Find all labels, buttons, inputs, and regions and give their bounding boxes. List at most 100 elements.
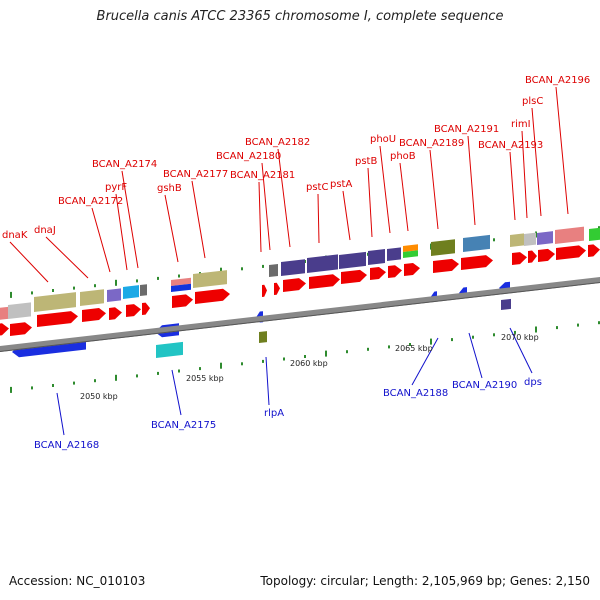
cog-color-box	[80, 289, 104, 306]
ruler-tick	[115, 279, 117, 286]
gene-label-bcan-a2182: BCAN_A2182	[245, 137, 310, 148]
gene-label-bcan-a2190: BCAN_A2190	[452, 380, 517, 391]
cog-color-box	[537, 231, 553, 245]
ruler-tick	[598, 226, 600, 230]
ruler-tick	[73, 381, 75, 385]
forward-gene-arrow	[309, 274, 340, 289]
forward-label-leader	[115, 193, 128, 271]
ruler-tick	[367, 347, 369, 351]
forward-label-leader	[367, 167, 373, 238]
ruler-tick	[220, 362, 222, 369]
forward-gene-arrow	[37, 311, 78, 327]
forward-gene-arrow	[109, 307, 122, 320]
gene-label-pstB: pstB	[355, 156, 377, 167]
ruler-tick	[115, 374, 117, 381]
forward-label-leader	[467, 135, 476, 226]
reverse-label-leader	[56, 392, 65, 436]
ruler-tick	[94, 284, 96, 288]
ruler-tick	[136, 374, 138, 378]
ruler-tick	[577, 323, 579, 327]
forward-gene-arrow	[538, 248, 555, 262]
ruler-tick	[178, 369, 180, 373]
ruler-tick	[199, 367, 201, 371]
forward-gene-arrow	[512, 252, 527, 265]
cog-color-box	[171, 277, 191, 286]
forward-label-leader	[91, 207, 111, 273]
gene-label-bcan-a2188: BCAN_A2188	[383, 388, 448, 399]
ruler-tick	[136, 279, 138, 283]
cog-color-box	[8, 302, 31, 319]
ruler-tick	[325, 350, 327, 357]
sequence-backbone	[0, 277, 600, 352]
ruler-tick	[388, 345, 390, 349]
ruler-tick	[451, 338, 453, 342]
cog-color-box	[501, 298, 511, 310]
forward-gene-arrow	[142, 302, 150, 315]
accession-text: Accession: NC_010103	[9, 574, 146, 588]
forward-label-leader	[399, 162, 409, 232]
forward-gene-arrow	[388, 265, 402, 278]
gene-label-pstC: pstC	[306, 182, 328, 193]
gene-label-rimI: rimI	[511, 119, 531, 130]
ruler-tick	[283, 357, 285, 361]
ruler-tick	[157, 371, 159, 375]
ruler-label-2050: 2050 kbp	[80, 392, 118, 401]
ruler-tick	[556, 326, 558, 330]
ruler-tick	[31, 291, 33, 295]
gene-label-pyrF: pyrF	[105, 182, 127, 193]
cog-color-box	[463, 234, 490, 252]
gene-label-phoU: phoU	[370, 134, 396, 145]
cog-color-box	[0, 306, 8, 320]
forward-gene-arrow	[262, 284, 267, 297]
gene-label-rlpA: rlpA	[264, 408, 284, 419]
forward-label-leader	[261, 162, 271, 251]
gene-label-bcan-a2180: BCAN_A2180	[216, 151, 281, 162]
forward-gene-arrow	[588, 244, 600, 257]
gene-label-bcan-a2191: BCAN_A2191	[434, 124, 499, 135]
forward-gene-arrow	[341, 269, 367, 284]
gene-label-bcan-a2196: BCAN_A2196	[525, 75, 590, 86]
cog-color-box	[403, 250, 418, 258]
gene-label-bcan-a2189: BCAN_A2189	[399, 138, 464, 149]
ruler-tick	[430, 338, 432, 345]
ruler-tick	[472, 335, 474, 339]
forward-gene-arrow	[126, 304, 141, 317]
cog-color-box	[339, 251, 366, 269]
ruler-tick	[262, 264, 264, 268]
ruler-tick	[52, 384, 54, 387]
cog-color-box	[259, 331, 267, 343]
forward-label-leader	[429, 149, 439, 230]
ruler-tick	[493, 238, 495, 242]
cog-color-box	[403, 244, 418, 252]
forward-label-leader	[9, 241, 49, 283]
cog-color-box	[269, 263, 278, 277]
reverse-label-leader	[411, 337, 439, 386]
forward-gene-arrow	[0, 323, 9, 336]
cog-color-box	[387, 247, 401, 261]
forward-label-leader	[521, 130, 528, 219]
ruler-tick	[514, 330, 516, 334]
sequence-backbone-shade	[0, 282, 600, 352]
gene-label-bcan-a2177: BCAN_A2177	[163, 169, 228, 180]
forward-label-leader	[509, 151, 516, 221]
cog-color-box	[281, 259, 305, 276]
gene-label-phoB: phoB	[390, 151, 416, 162]
reverse-label-leader	[509, 327, 533, 374]
cog-color-box	[123, 285, 139, 299]
gene-label-bcan-a2193: BCAN_A2193	[478, 140, 543, 151]
ruler-tick	[31, 386, 33, 390]
forward-label-leader	[191, 180, 206, 259]
cog-color-box	[140, 284, 147, 296]
cog-color-box	[156, 341, 183, 358]
map-title: Brucella canis ATCC 23365 chromosome I, …	[96, 9, 504, 24]
ruler-label-2055: 2055 kbp	[186, 374, 224, 383]
forward-label-leader	[277, 148, 291, 248]
forward-label-leader	[531, 107, 542, 217]
cog-color-box	[107, 288, 121, 302]
cog-color-box	[589, 227, 600, 241]
gene-label-gshB: gshB	[157, 183, 182, 194]
gene-label-dps: dps	[524, 377, 542, 388]
ruler-tick	[409, 343, 411, 346]
forward-gene-arrow	[283, 278, 306, 292]
cog-color-box	[171, 283, 191, 292]
